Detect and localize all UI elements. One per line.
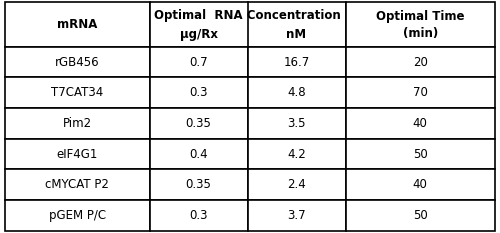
Text: 0.4: 0.4 bbox=[189, 147, 208, 161]
Text: 0.3: 0.3 bbox=[190, 209, 208, 222]
Text: rGB456: rGB456 bbox=[55, 56, 100, 69]
Text: 0.35: 0.35 bbox=[186, 117, 212, 130]
Bar bbox=[248, 139, 346, 169]
Bar bbox=[150, 139, 248, 169]
Text: 20: 20 bbox=[413, 56, 428, 69]
Bar bbox=[248, 200, 346, 231]
Bar bbox=[346, 108, 495, 139]
Bar bbox=[346, 200, 495, 231]
Text: 0.35: 0.35 bbox=[186, 178, 212, 191]
Text: 40: 40 bbox=[413, 117, 428, 130]
Bar bbox=[248, 47, 346, 78]
Text: (min): (min) bbox=[402, 27, 438, 40]
Bar bbox=[150, 169, 248, 200]
Bar bbox=[5, 108, 150, 139]
Text: pGEM P/C: pGEM P/C bbox=[48, 209, 106, 222]
Bar bbox=[5, 47, 150, 78]
Text: 4.8: 4.8 bbox=[287, 86, 306, 99]
Bar bbox=[150, 2, 346, 47]
Bar bbox=[150, 200, 248, 231]
Text: 0.3: 0.3 bbox=[190, 86, 208, 99]
Text: Optimal Time: Optimal Time bbox=[376, 10, 464, 23]
Bar bbox=[5, 200, 150, 231]
Text: μg/Rx: μg/Rx bbox=[180, 28, 218, 41]
Text: cMYCAT P2: cMYCAT P2 bbox=[46, 178, 109, 191]
Text: 50: 50 bbox=[413, 209, 428, 222]
Bar bbox=[150, 108, 248, 139]
Text: 50: 50 bbox=[413, 147, 428, 161]
Text: 2.4: 2.4 bbox=[287, 178, 306, 191]
Bar bbox=[248, 78, 346, 108]
Bar bbox=[346, 169, 495, 200]
Bar bbox=[150, 78, 248, 108]
Text: Pim2: Pim2 bbox=[62, 117, 92, 130]
Bar bbox=[346, 47, 495, 78]
Bar bbox=[346, 2, 495, 47]
Bar bbox=[5, 2, 150, 47]
Text: 70: 70 bbox=[413, 86, 428, 99]
Bar bbox=[5, 169, 150, 200]
Text: 3.5: 3.5 bbox=[288, 117, 306, 130]
Text: nM: nM bbox=[286, 28, 306, 41]
Bar bbox=[248, 169, 346, 200]
Bar bbox=[5, 139, 150, 169]
Text: Optimal  RNA Concentration: Optimal RNA Concentration bbox=[154, 9, 341, 22]
Text: T7CAT34: T7CAT34 bbox=[51, 86, 104, 99]
Text: eIF4G1: eIF4G1 bbox=[56, 147, 98, 161]
Bar bbox=[248, 108, 346, 139]
Bar bbox=[5, 78, 150, 108]
Text: mRNA: mRNA bbox=[57, 18, 98, 31]
Bar bbox=[346, 139, 495, 169]
Text: 40: 40 bbox=[413, 178, 428, 191]
Text: 16.7: 16.7 bbox=[284, 56, 310, 69]
Bar bbox=[346, 78, 495, 108]
Text: 3.7: 3.7 bbox=[287, 209, 306, 222]
Text: 4.2: 4.2 bbox=[287, 147, 306, 161]
Text: 0.7: 0.7 bbox=[189, 56, 208, 69]
Bar bbox=[150, 47, 248, 78]
